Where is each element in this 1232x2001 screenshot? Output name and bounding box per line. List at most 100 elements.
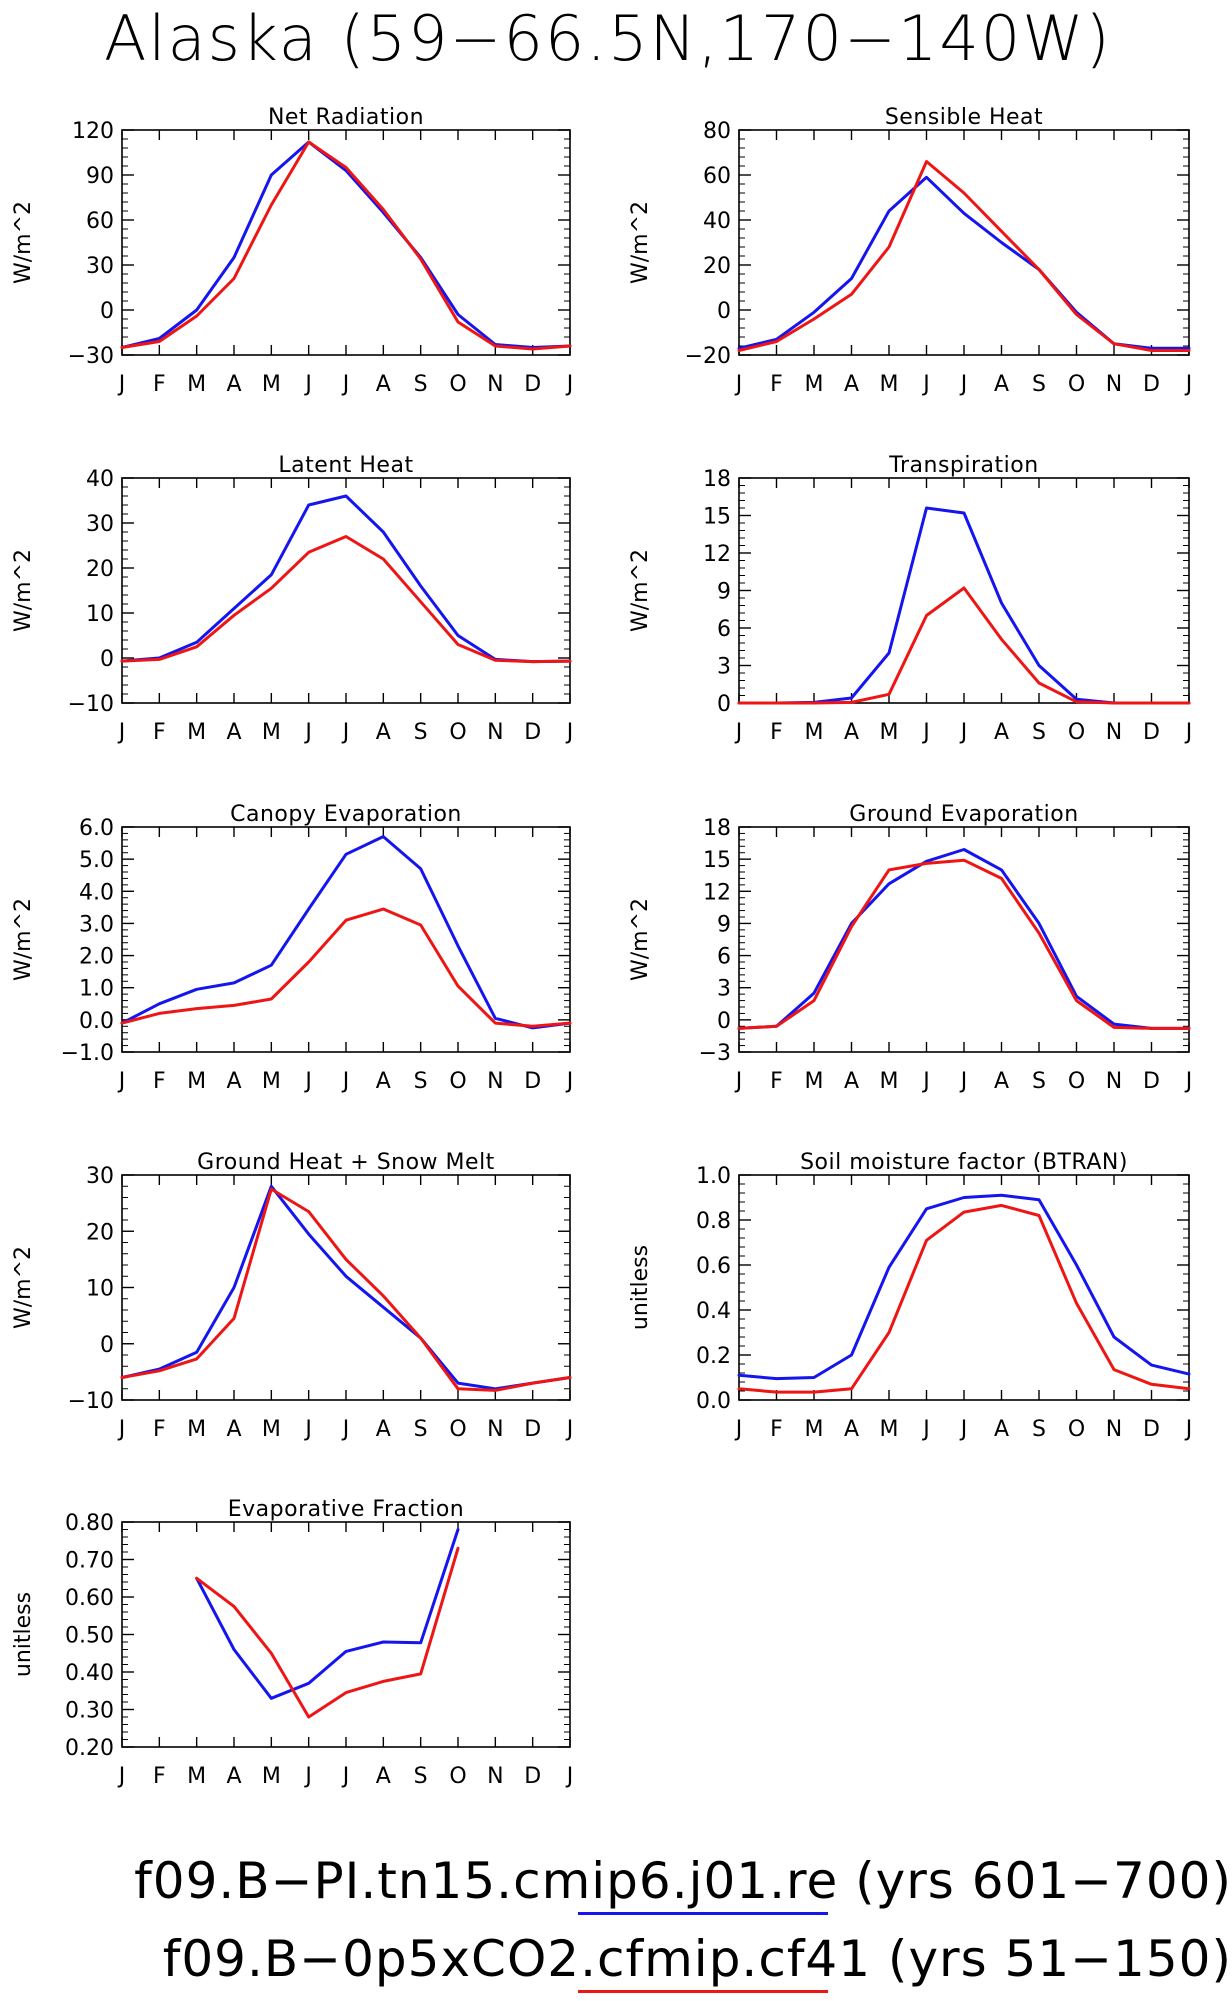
panel-9-title: Evaporative Fraction <box>228 1497 464 1522</box>
panel-8-xtick-label: J <box>959 1417 968 1442</box>
panel-7-ylabel: W/m^2 <box>11 1246 36 1329</box>
panel-4-xtick-label: J <box>1184 720 1193 745</box>
panel-6-title: Ground Evaporation <box>849 802 1078 827</box>
panel-8-series-2-line <box>737 1203 1191 1394</box>
panel-6-series-1-line <box>737 848 1191 1030</box>
panel-9-ytick-label: 0.40 <box>65 1661 114 1686</box>
panel-4-xtick-label: J <box>959 720 968 745</box>
panel-6-xtick-label: A <box>844 1069 859 1094</box>
panel-6-ytick-label: 6 <box>717 945 731 970</box>
panel-5-xtick-label: J <box>117 1069 126 1094</box>
panel-9-xtick-label: M <box>262 1764 281 1789</box>
panel-2-xtick-label: N <box>1106 372 1122 397</box>
panel-3-xtick-label: J <box>303 720 312 745</box>
panel-6-xtick-label: D <box>1143 1069 1160 1094</box>
panel-9-xtick-label: J <box>341 1764 350 1789</box>
panel-5-ytick-label: 6.0 <box>79 816 114 841</box>
panel-5-xtick-label: M <box>187 1069 206 1094</box>
panel-9-ytick-label: 0.80 <box>65 1511 114 1536</box>
panel-1-xtick-label: J <box>303 372 312 397</box>
panel-5-ytick-label: 2.0 <box>79 945 114 970</box>
panel-5-ylabel: W/m^2 <box>11 898 36 981</box>
panel-5-xtick-label: S <box>414 1069 428 1094</box>
panel-3-series-2-line <box>120 535 572 664</box>
panel-2-ytick-label: 0 <box>717 299 731 324</box>
panel-6-xtick-label: N <box>1106 1069 1122 1094</box>
panel-5-xtick-label: O <box>449 1069 466 1094</box>
panel-4-ytick-label: 18 <box>703 467 731 492</box>
panel-4-series-1-line <box>737 506 1191 705</box>
panel-9-ylabel: unitless <box>11 1592 36 1677</box>
panel-4-series-2-line <box>737 586 1191 705</box>
panel-7-xtick-label: J <box>303 1417 312 1442</box>
panel-3-xtick-label: M <box>262 720 281 745</box>
panel-6-ytick-label: 3 <box>717 977 731 1002</box>
panel-3-series-1-line <box>120 494 572 664</box>
panel-1-ytick-label: 0 <box>100 299 114 324</box>
panel-1-xtick-label: A <box>226 372 241 397</box>
panel-3-xtick-label: M <box>187 720 206 745</box>
panel-9-xtick-label: D <box>524 1764 541 1789</box>
panel-3-xtick-label: J <box>341 720 350 745</box>
panel-7-title: Ground Heat + Snow Melt <box>197 1150 495 1175</box>
panel-7-frame <box>121 1174 571 1401</box>
panel-9-series-1-line <box>195 1528 460 1700</box>
panel-4-ylabel: W/m^2 <box>628 549 653 632</box>
panel-1-xtick-label: M <box>187 372 206 397</box>
panel-6-xtick-label: O <box>1068 1069 1085 1094</box>
panel-4-ytick-label: 0 <box>717 692 731 717</box>
panel-2-ytick-label: 60 <box>703 164 731 189</box>
panel-9-ytick-label: 0.20 <box>65 1736 114 1761</box>
legend-line-run-2 <box>578 1990 828 1993</box>
panel-7-xtick-label: D <box>524 1417 541 1442</box>
panel-8-ylabel: unitless <box>628 1245 653 1330</box>
panel-1-ytick-label: −30 <box>68 344 114 369</box>
panel-7-xtick-label: F <box>153 1417 166 1442</box>
panel-5-xtick-label: F <box>153 1069 166 1094</box>
panel-5-xtick-label: A <box>376 1069 391 1094</box>
panel-7-ytick-label: 20 <box>86 1220 114 1245</box>
panel-9-ytick-label: 0.50 <box>65 1624 114 1649</box>
panel-1-ytick-label: 60 <box>86 209 114 234</box>
panel-9-xtick-label: F <box>153 1764 166 1789</box>
panel-2-xtick-label: M <box>880 372 899 397</box>
panel-8-xtick-label: A <box>994 1417 1009 1442</box>
panel-1-xtick-label: J <box>117 372 126 397</box>
panel-1-xtick-label: J <box>565 372 574 397</box>
panel-7-xtick-label: A <box>226 1417 241 1442</box>
panel-3-ytick-label: 20 <box>86 557 114 582</box>
panel-3-xtick-label: S <box>414 720 428 745</box>
panel-8-xtick-label: J <box>1184 1417 1193 1442</box>
panel-3-title: Latent Heat <box>278 453 413 478</box>
panel-9-xtick-label: S <box>414 1764 428 1789</box>
panel-9-xtick-label: J <box>117 1764 126 1789</box>
panel-8-xtick-label: O <box>1068 1417 1085 1442</box>
panel-8-xtick-label: M <box>880 1417 899 1442</box>
panel-5-ytick-label: 4.0 <box>79 880 114 905</box>
panel-2-ytick-label: 20 <box>703 254 731 279</box>
panel-3-ylabel: W/m^2 <box>11 549 36 632</box>
panel-4-ytick-label: 9 <box>717 580 731 605</box>
panel-3-ytick-label: 40 <box>86 467 114 492</box>
panel-5-xtick-label: A <box>226 1069 241 1094</box>
panel-2-xtick-label: J <box>1184 372 1193 397</box>
panel-1-xtick-label: A <box>376 372 391 397</box>
panel-1-ytick-label: 30 <box>86 254 114 279</box>
panel-5-xtick-label: J <box>303 1069 312 1094</box>
panel-7-xtick-label: N <box>487 1417 503 1442</box>
panel-9-frame <box>121 1521 571 1748</box>
panel-9-xtick-label: M <box>187 1764 206 1789</box>
panel-3-xtick-label: J <box>565 720 574 745</box>
panel-4-xtick-label: J <box>921 720 930 745</box>
panel-2-xtick-label: F <box>770 372 783 397</box>
panel-6-xtick-label: A <box>994 1069 1009 1094</box>
legend-line-run-1 <box>578 1912 828 1915</box>
panel-7-xtick-label: A <box>376 1417 391 1442</box>
panel-4-xtick-label: M <box>880 720 899 745</box>
panel-2-ytick-label: −20 <box>685 344 731 369</box>
panel-6-xtick-label: J <box>1184 1069 1193 1094</box>
panel-5-ytick-label: 0.0 <box>79 1009 114 1034</box>
panel-8-ytick-label: 1.0 <box>696 1164 731 1189</box>
panel-9-xtick-label: N <box>487 1764 503 1789</box>
